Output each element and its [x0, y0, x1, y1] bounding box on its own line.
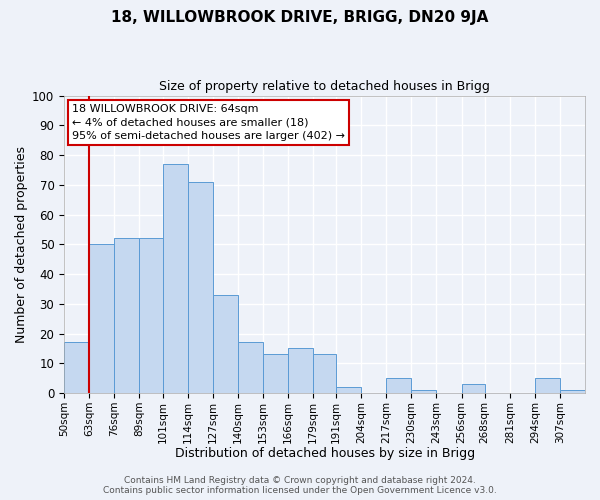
Y-axis label: Number of detached properties: Number of detached properties	[15, 146, 28, 343]
Bar	[313, 354, 336, 393]
Text: Contains HM Land Registry data © Crown copyright and database right 2024.
Contai: Contains HM Land Registry data © Crown c…	[103, 476, 497, 495]
Bar	[288, 348, 313, 393]
Bar	[461, 384, 485, 393]
Title: Size of property relative to detached houses in Brigg: Size of property relative to detached ho…	[159, 80, 490, 93]
Bar	[188, 182, 212, 393]
Bar	[114, 238, 139, 393]
Bar	[212, 295, 238, 393]
Bar	[64, 342, 89, 393]
Bar	[535, 378, 560, 393]
Bar	[163, 164, 188, 393]
Bar	[412, 390, 436, 393]
Text: 18, WILLOWBROOK DRIVE, BRIGG, DN20 9JA: 18, WILLOWBROOK DRIVE, BRIGG, DN20 9JA	[112, 10, 488, 25]
Bar	[263, 354, 288, 393]
Bar	[238, 342, 263, 393]
Text: 18 WILLOWBROOK DRIVE: 64sqm
← 4% of detached houses are smaller (18)
95% of semi: 18 WILLOWBROOK DRIVE: 64sqm ← 4% of deta…	[72, 104, 345, 141]
Bar	[386, 378, 412, 393]
X-axis label: Distribution of detached houses by size in Brigg: Distribution of detached houses by size …	[175, 447, 475, 460]
Bar	[560, 390, 585, 393]
Bar	[89, 244, 114, 393]
Bar	[336, 387, 361, 393]
Bar	[139, 238, 163, 393]
